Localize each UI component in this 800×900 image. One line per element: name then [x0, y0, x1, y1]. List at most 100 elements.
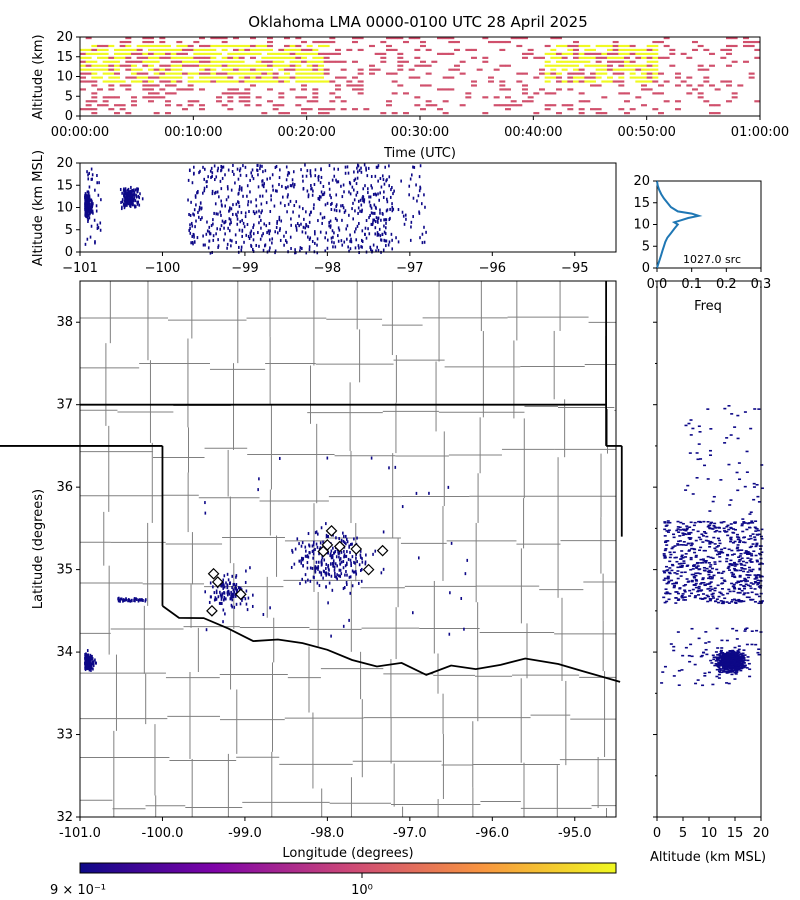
lon-alt-source	[124, 192, 127, 196]
time-height-cell	[612, 68, 619, 71]
time-height-cell	[102, 104, 109, 107]
alt-lat-source	[733, 540, 737, 543]
lon-alt-source	[125, 199, 128, 203]
time-height-cell	[227, 72, 234, 75]
alt-lat-source	[717, 553, 721, 555]
plan-view-source	[226, 584, 229, 588]
lon-alt-source	[221, 219, 224, 223]
plan-view-source	[87, 667, 89, 671]
plan-view-source	[320, 573, 323, 577]
lon-alt-source	[293, 185, 295, 189]
alt-lat-source	[721, 602, 725, 605]
lon-alt-source	[275, 225, 278, 229]
lon-alt-source	[266, 177, 268, 181]
lon-alt-source	[383, 238, 386, 242]
plan-view-source	[338, 558, 341, 562]
time-height-cell	[629, 72, 636, 75]
lon-alt-source	[384, 232, 387, 236]
time-height-cell	[114, 52, 120, 55]
time-height-cell	[425, 104, 432, 107]
lon-alt-source	[412, 165, 414, 169]
lon-alt-source	[189, 169, 191, 173]
plan-view-source	[218, 601, 221, 605]
alt-lat-source	[737, 648, 741, 651]
time-height-cell	[618, 92, 625, 95]
lon-alt-source	[85, 211, 87, 215]
lon-alt-source	[420, 202, 423, 206]
time-height-cell	[675, 108, 681, 111]
time-height-cell	[182, 88, 188, 91]
alt-lat-source	[708, 575, 712, 578]
time-height-cell	[148, 60, 154, 63]
time-height-cell	[136, 80, 143, 83]
time-height-cell	[709, 64, 715, 67]
lon-alt-source	[271, 237, 274, 241]
lon-alt-source	[125, 189, 127, 193]
lon-alt-source	[88, 171, 90, 175]
time-height-cell	[255, 80, 262, 83]
alt-lat-source	[690, 573, 694, 576]
time-height-cell	[216, 96, 222, 99]
lon-alt-source	[391, 209, 394, 213]
alt-lat-source	[721, 656, 725, 659]
alt-lat-source	[757, 586, 761, 588]
alt-lat-source	[739, 569, 743, 572]
plan-view-source	[307, 532, 310, 536]
time-height-cell	[567, 88, 574, 91]
lon-alt-source	[123, 187, 125, 191]
time-height-cell	[595, 84, 602, 87]
plan-view-source	[94, 658, 96, 662]
lon-alt-source	[207, 246, 210, 250]
plan-view-source	[213, 598, 216, 602]
time-height-cell	[737, 84, 744, 87]
time-height-cell	[227, 108, 234, 111]
time-height-cell	[612, 40, 619, 44]
alt-lat-source	[727, 663, 731, 665]
station-markers	[206, 525, 389, 617]
lon-alt-source	[197, 210, 199, 214]
lon-alt-source	[321, 193, 324, 197]
alt-lat-source	[712, 658, 716, 661]
time-height-cell	[720, 56, 727, 59]
plan-view-source	[294, 547, 297, 551]
time-height-cell	[170, 92, 177, 95]
lon-alt-source	[384, 239, 386, 243]
alt-lat-source	[684, 553, 688, 555]
time-height-cell	[289, 68, 296, 71]
time-height-cell	[125, 48, 132, 52]
alt-lat-source	[743, 522, 747, 524]
lon-alt-source	[317, 197, 320, 201]
time-height-cell	[159, 40, 166, 44]
lon-alt-source	[362, 199, 364, 203]
time-height-cell	[233, 48, 239, 52]
lon-alt-source	[128, 192, 131, 196]
alt-lat-source	[694, 556, 698, 558]
lon-alt-source	[271, 184, 274, 188]
alt-lat-source	[712, 656, 716, 659]
lon-alt-source	[413, 165, 416, 169]
lon-alt-source	[373, 218, 376, 222]
time-height-cell	[584, 48, 591, 52]
time-height-cell	[301, 68, 307, 71]
time-height-cell	[556, 60, 562, 63]
alt-lat-source	[727, 653, 731, 656]
lon-alt-source	[120, 200, 122, 204]
time-height-cell	[635, 68, 642, 71]
alt-lat-source	[715, 658, 719, 660]
plan-view-source	[222, 598, 225, 602]
alt-lat-source	[738, 574, 742, 577]
time-height-cell	[323, 44, 330, 48]
plan-view-source	[315, 542, 318, 546]
time-height-cell	[437, 37, 443, 40]
time-height-cell	[301, 76, 307, 79]
time-height-cell	[216, 100, 222, 103]
lon-alt-source	[88, 201, 90, 205]
time-height-cell	[335, 84, 341, 87]
alt-lat-source	[739, 653, 743, 655]
time-height-cell	[312, 60, 319, 63]
lon-alt-source	[190, 241, 192, 245]
alt-lat-source	[744, 578, 748, 581]
time-height-cell	[187, 76, 194, 79]
lon-alt-source	[291, 178, 294, 182]
alt-lat-source	[674, 602, 678, 604]
